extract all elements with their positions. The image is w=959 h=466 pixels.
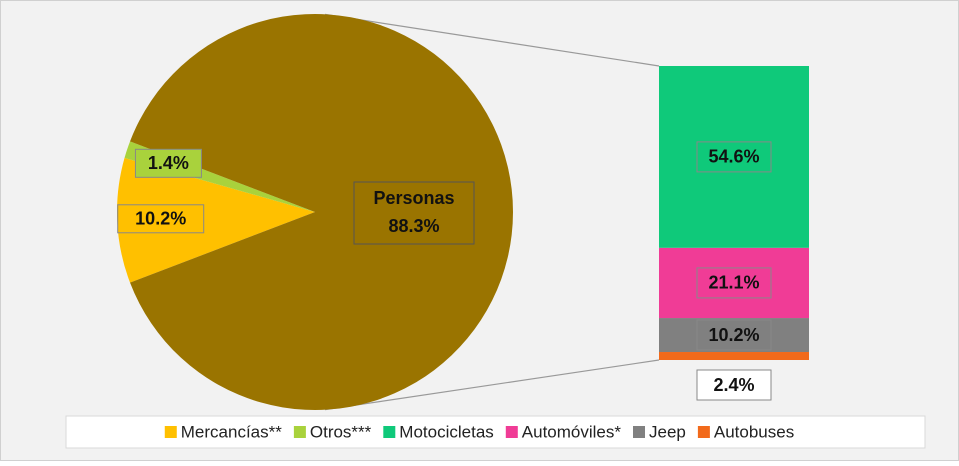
pie-slice [116, 157, 315, 283]
value-label: 88.3% [388, 216, 439, 236]
legend-label: Autobuses [714, 422, 794, 441]
label-box [134, 148, 202, 178]
value-label: 2.4% [713, 375, 754, 395]
value-label: 54.6% [708, 147, 759, 167]
legend: Mercancías** Otros*** Motocicletas Automóvi… [65, 415, 926, 449]
legend-swatch [697, 426, 710, 438]
legend-swatch [505, 426, 518, 438]
legend-label: Mercancías** [181, 422, 282, 441]
value-label: 10.2% [135, 209, 186, 229]
legend-label: Automóviles* [522, 422, 622, 441]
value-label: 10.2% [708, 325, 759, 345]
label-box [353, 181, 475, 245]
data-label: 10.2% [696, 319, 772, 351]
value-label: 21.1% [708, 273, 759, 293]
legend-swatch [164, 426, 177, 438]
data-label: 21.1% [696, 267, 772, 299]
legend-label: Jeep [649, 422, 686, 441]
value-label: 1.4% [148, 153, 189, 173]
label-box [117, 204, 205, 234]
data-label: 54.6% [696, 141, 772, 173]
label-box [696, 267, 772, 299]
data-label: 1.4% [134, 148, 202, 178]
label-box [696, 319, 772, 351]
connector-line [324, 13, 660, 67]
pie-slice [130, 14, 513, 411]
legend-swatch [383, 426, 396, 438]
legend-swatch [633, 426, 646, 438]
data-label: 10.2% [117, 204, 205, 234]
legend-label: Motocicletas [399, 422, 493, 441]
legend-swatch [293, 426, 306, 438]
label-box [696, 369, 772, 401]
category-label: Personas [373, 188, 454, 208]
legend-box [65, 415, 926, 449]
data-label: 2.4% [696, 369, 772, 401]
data-label: Personas 88.3% [353, 181, 475, 245]
bar-segment [659, 352, 809, 360]
legend-label: Otros*** [310, 422, 372, 441]
connector-line [324, 359, 660, 411]
label-box [696, 141, 772, 173]
